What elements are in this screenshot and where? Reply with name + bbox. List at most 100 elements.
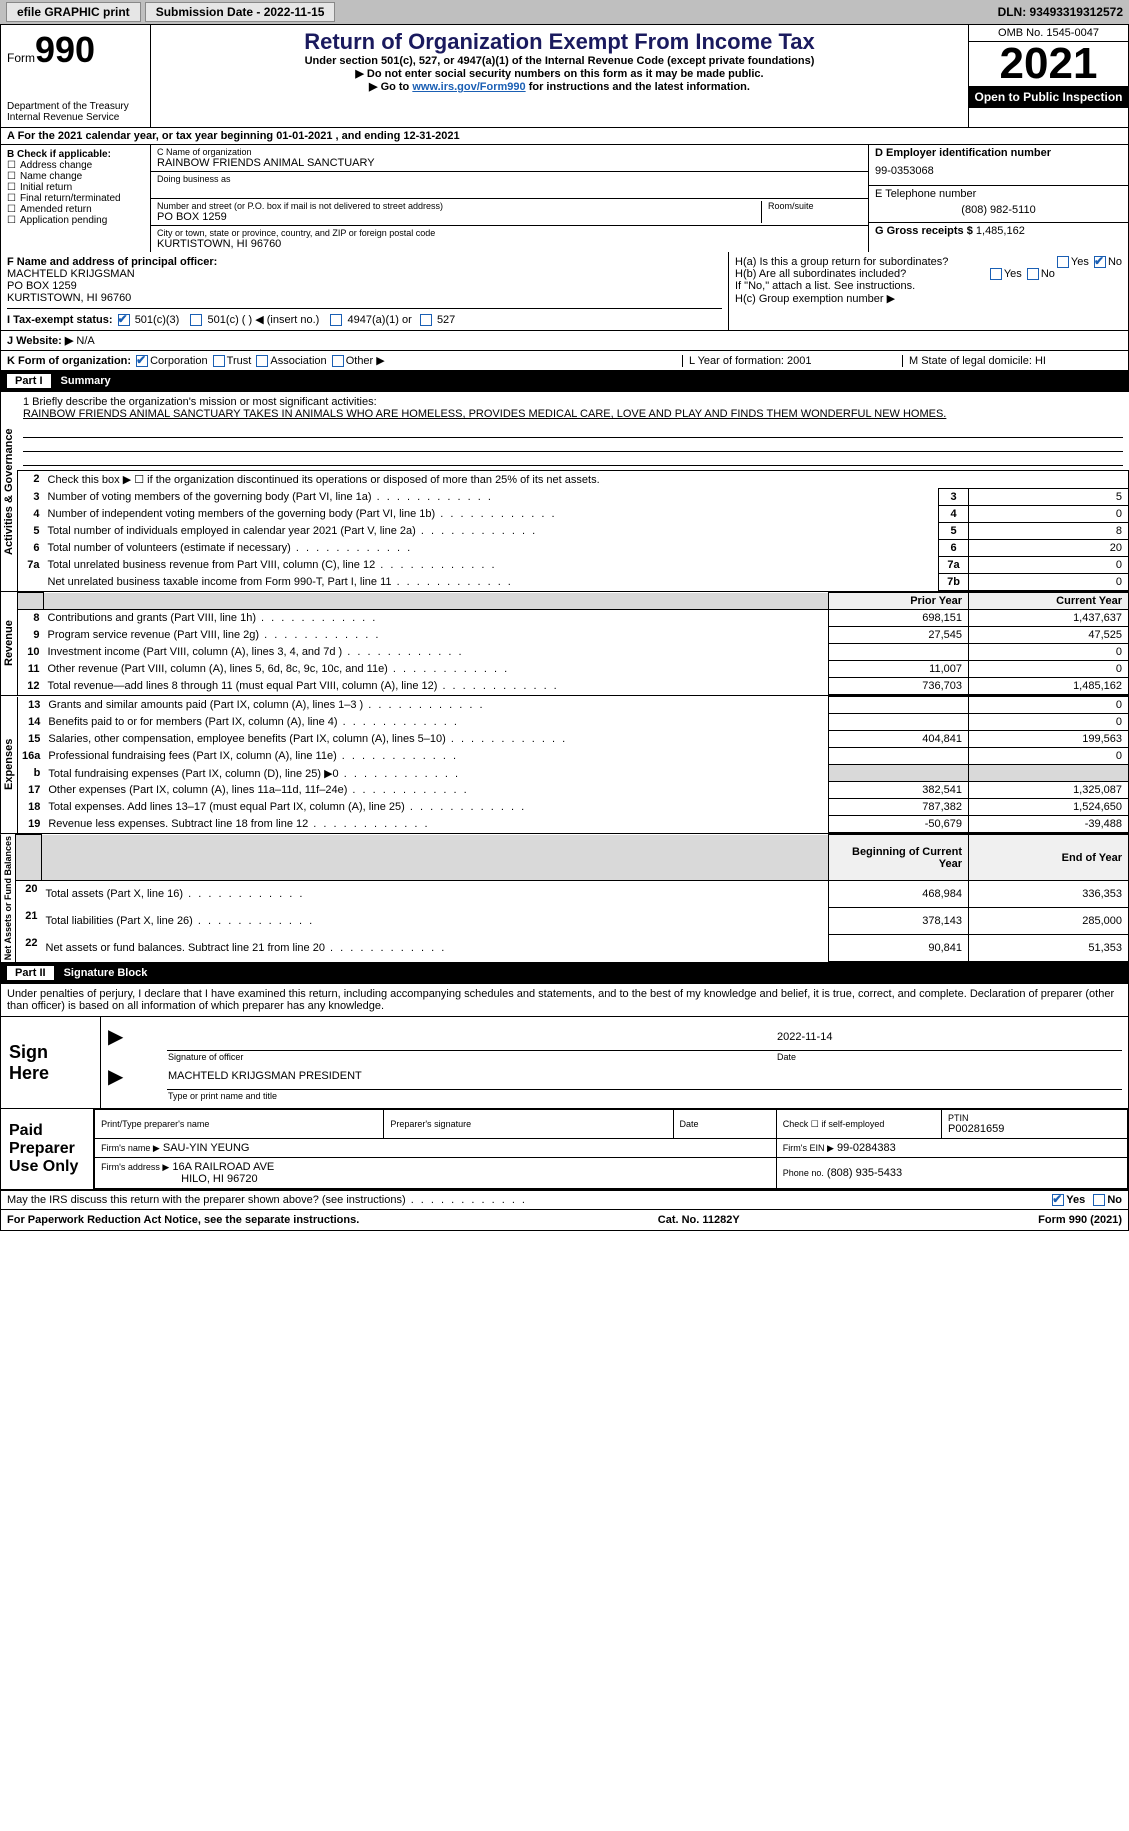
- topbar: efile GRAPHIC print Submission Date - 20…: [0, 0, 1129, 25]
- m-state: M State of legal domicile: HI: [902, 355, 1122, 367]
- opt-trust: Trust: [227, 355, 252, 367]
- part2-title: Signature Block: [64, 967, 148, 979]
- h-block: H(a) Is this a group return for subordin…: [728, 252, 1128, 330]
- officer-sig-name: MACHTELD KRIJGSMAN PRESIDENT: [167, 1063, 1122, 1090]
- firm-addr-cell: Firm's address ▶ 16A RAILROAD AVE HILO, …: [95, 1158, 777, 1189]
- row-a-period: A For the 2021 calendar year, or tax yea…: [0, 128, 1129, 145]
- ein: 99-0353068: [875, 159, 1122, 183]
- chk-address-change[interactable]: Address change: [7, 160, 144, 171]
- department: Department of the Treasury Internal Reve…: [7, 101, 144, 123]
- rev-table: Prior Year Current Year 8Contributions a…: [17, 592, 1129, 695]
- address-row: Number and street (or P.O. box if mail i…: [151, 199, 868, 226]
- penalty-text: Under penalties of perjury, I declare th…: [0, 984, 1129, 1017]
- ein-label: D Employer identification number: [875, 147, 1122, 159]
- header-mid: Return of Organization Exempt From Incom…: [151, 25, 968, 127]
- ha-no[interactable]: [1094, 256, 1106, 268]
- hdr-end: End of Year: [969, 835, 1129, 881]
- part1-no: Part I: [7, 374, 51, 388]
- chk-501c[interactable]: [190, 314, 202, 326]
- chk-pending[interactable]: Application pending: [7, 215, 144, 226]
- sign-here: Sign Here: [1, 1017, 101, 1108]
- row-klm: K Form of organization: Corporation Trus…: [0, 351, 1129, 371]
- footer-mid: Cat. No. 11282Y: [658, 1214, 740, 1226]
- note-goto: ▶ Go to www.irs.gov/Form990 for instruct…: [157, 80, 962, 93]
- chk-527[interactable]: [420, 314, 432, 326]
- hb-no[interactable]: [1027, 268, 1039, 280]
- mission-label: 1 Briefly describe the organization's mi…: [23, 396, 1123, 408]
- no3: No: [1107, 1194, 1122, 1206]
- website-val: N/A: [76, 335, 94, 347]
- rev-section: Revenue Prior Year Current Year 8Contrib…: [0, 592, 1129, 696]
- efile-button[interactable]: efile GRAPHIC print: [6, 2, 141, 22]
- chk-name-change[interactable]: Name change: [7, 171, 144, 182]
- prep-h4: Check ☐ if self-employed: [776, 1110, 941, 1139]
- prep-h3: Date: [673, 1110, 776, 1139]
- city: KURTISTOWN, HI 96760: [157, 238, 862, 250]
- chk-4947[interactable]: [330, 314, 342, 326]
- side-exp: Expenses: [0, 696, 17, 833]
- part2-header: Part II Signature Block: [0, 963, 1129, 984]
- form-number: 990: [35, 29, 95, 70]
- goto-pre: ▶ Go to: [369, 81, 412, 93]
- prep-ptin: PTINP00281659: [942, 1110, 1128, 1139]
- footer-left: For Paperwork Reduction Act Notice, see …: [7, 1214, 359, 1226]
- open-to-public: Open to Public Inspection: [969, 86, 1128, 108]
- gov-section: Activities & Governance 1 Briefly descri…: [0, 392, 1129, 592]
- chk-amended[interactable]: Amended return: [7, 204, 144, 215]
- chk-corp[interactable]: [136, 355, 148, 367]
- tel-label: E Telephone number: [875, 188, 1122, 200]
- mission-text: RAINBOW FRIENDS ANIMAL SANCTUARY TAKES I…: [23, 408, 1123, 420]
- l-year: L Year of formation: 2001: [682, 355, 902, 367]
- hb-label: H(b) Are all subordinates included?: [735, 268, 906, 280]
- sig-officer-label: Signature of officer: [167, 1050, 776, 1063]
- org-name-cell: C Name of organization RAINBOW FRIENDS A…: [151, 145, 868, 172]
- dba-label: Doing business as: [157, 174, 862, 184]
- goto-post: for instructions and the latest informat…: [526, 81, 750, 93]
- col-right: D Employer identification number 99-0353…: [868, 145, 1128, 252]
- exp-table: 13Grants and similar amounts paid (Part …: [17, 696, 1129, 833]
- hdr-prior: Prior Year: [829, 593, 969, 610]
- header-left: Form990 Department of the Treasury Inter…: [1, 25, 151, 127]
- col-c: C Name of organization RAINBOW FRIENDS A…: [151, 145, 868, 252]
- chk-final-return[interactable]: Final return/terminated: [7, 193, 144, 204]
- tel: (808) 982-5110: [875, 200, 1122, 220]
- gross-val: 1,485,162: [976, 225, 1025, 237]
- chk-trust[interactable]: [213, 355, 225, 367]
- hb-yes[interactable]: [990, 268, 1002, 280]
- firm-name-cell: Firm's name ▶ SAU-YIN YEUNG: [95, 1139, 777, 1158]
- opt-527: 527: [437, 314, 455, 326]
- no-label2: No: [1041, 268, 1055, 280]
- prep-h2: Preparer's signature: [384, 1110, 673, 1139]
- officer-block: F Name and address of principal officer:…: [1, 252, 728, 330]
- chk-initial-return[interactable]: Initial return: [7, 182, 144, 193]
- sig-name-label: Type or print name and title: [167, 1090, 1122, 1103]
- may-yes[interactable]: [1052, 1194, 1064, 1206]
- ha-yes[interactable]: [1057, 256, 1069, 268]
- h-c: H(c) Group exemption number ▶: [735, 292, 1122, 305]
- opt-other: Other ▶: [346, 354, 385, 367]
- chk-other[interactable]: [332, 355, 344, 367]
- paid-prep-title: Paid Preparer Use Only: [1, 1109, 94, 1189]
- sign-mid: ▶ 2022-11-14 Signature of officer Date ▶…: [101, 1017, 1128, 1108]
- form-title: Return of Organization Exempt From Incom…: [157, 29, 962, 55]
- chk-501c3[interactable]: [118, 314, 130, 326]
- irs-link[interactable]: www.irs.gov/Form990: [412, 81, 525, 93]
- col-b-checkboxes: B Check if applicable: Address change Na…: [1, 145, 151, 252]
- h-a: H(a) Is this a group return for subordin…: [735, 256, 1122, 268]
- note-ssn: ▶ Do not enter social security numbers o…: [157, 67, 962, 80]
- h-b: H(b) Are all subordinates included? Yes …: [735, 268, 1122, 280]
- net-table: Beginning of Current Year End of Year 20…: [15, 834, 1129, 962]
- part1-header: Part I Summary: [0, 371, 1129, 392]
- tax-exempt-label: I Tax-exempt status:: [7, 314, 113, 326]
- col-b-title: B Check if applicable:: [7, 149, 144, 160]
- side-rev: Revenue: [0, 592, 17, 695]
- footer: For Paperwork Reduction Act Notice, see …: [0, 1210, 1129, 1231]
- may-discuss: May the IRS discuss this return with the…: [7, 1194, 527, 1206]
- addr: PO BOX 1259: [157, 211, 755, 223]
- opt-501c: 501(c) ( ) ◀ (insert no.): [208, 314, 320, 326]
- prep-h1: Print/Type preparer's name: [95, 1110, 384, 1139]
- may-no[interactable]: [1093, 1194, 1105, 1206]
- tax-year: 2021: [969, 42, 1128, 86]
- city-label: City or town, state or province, country…: [157, 228, 862, 238]
- chk-assoc[interactable]: [256, 355, 268, 367]
